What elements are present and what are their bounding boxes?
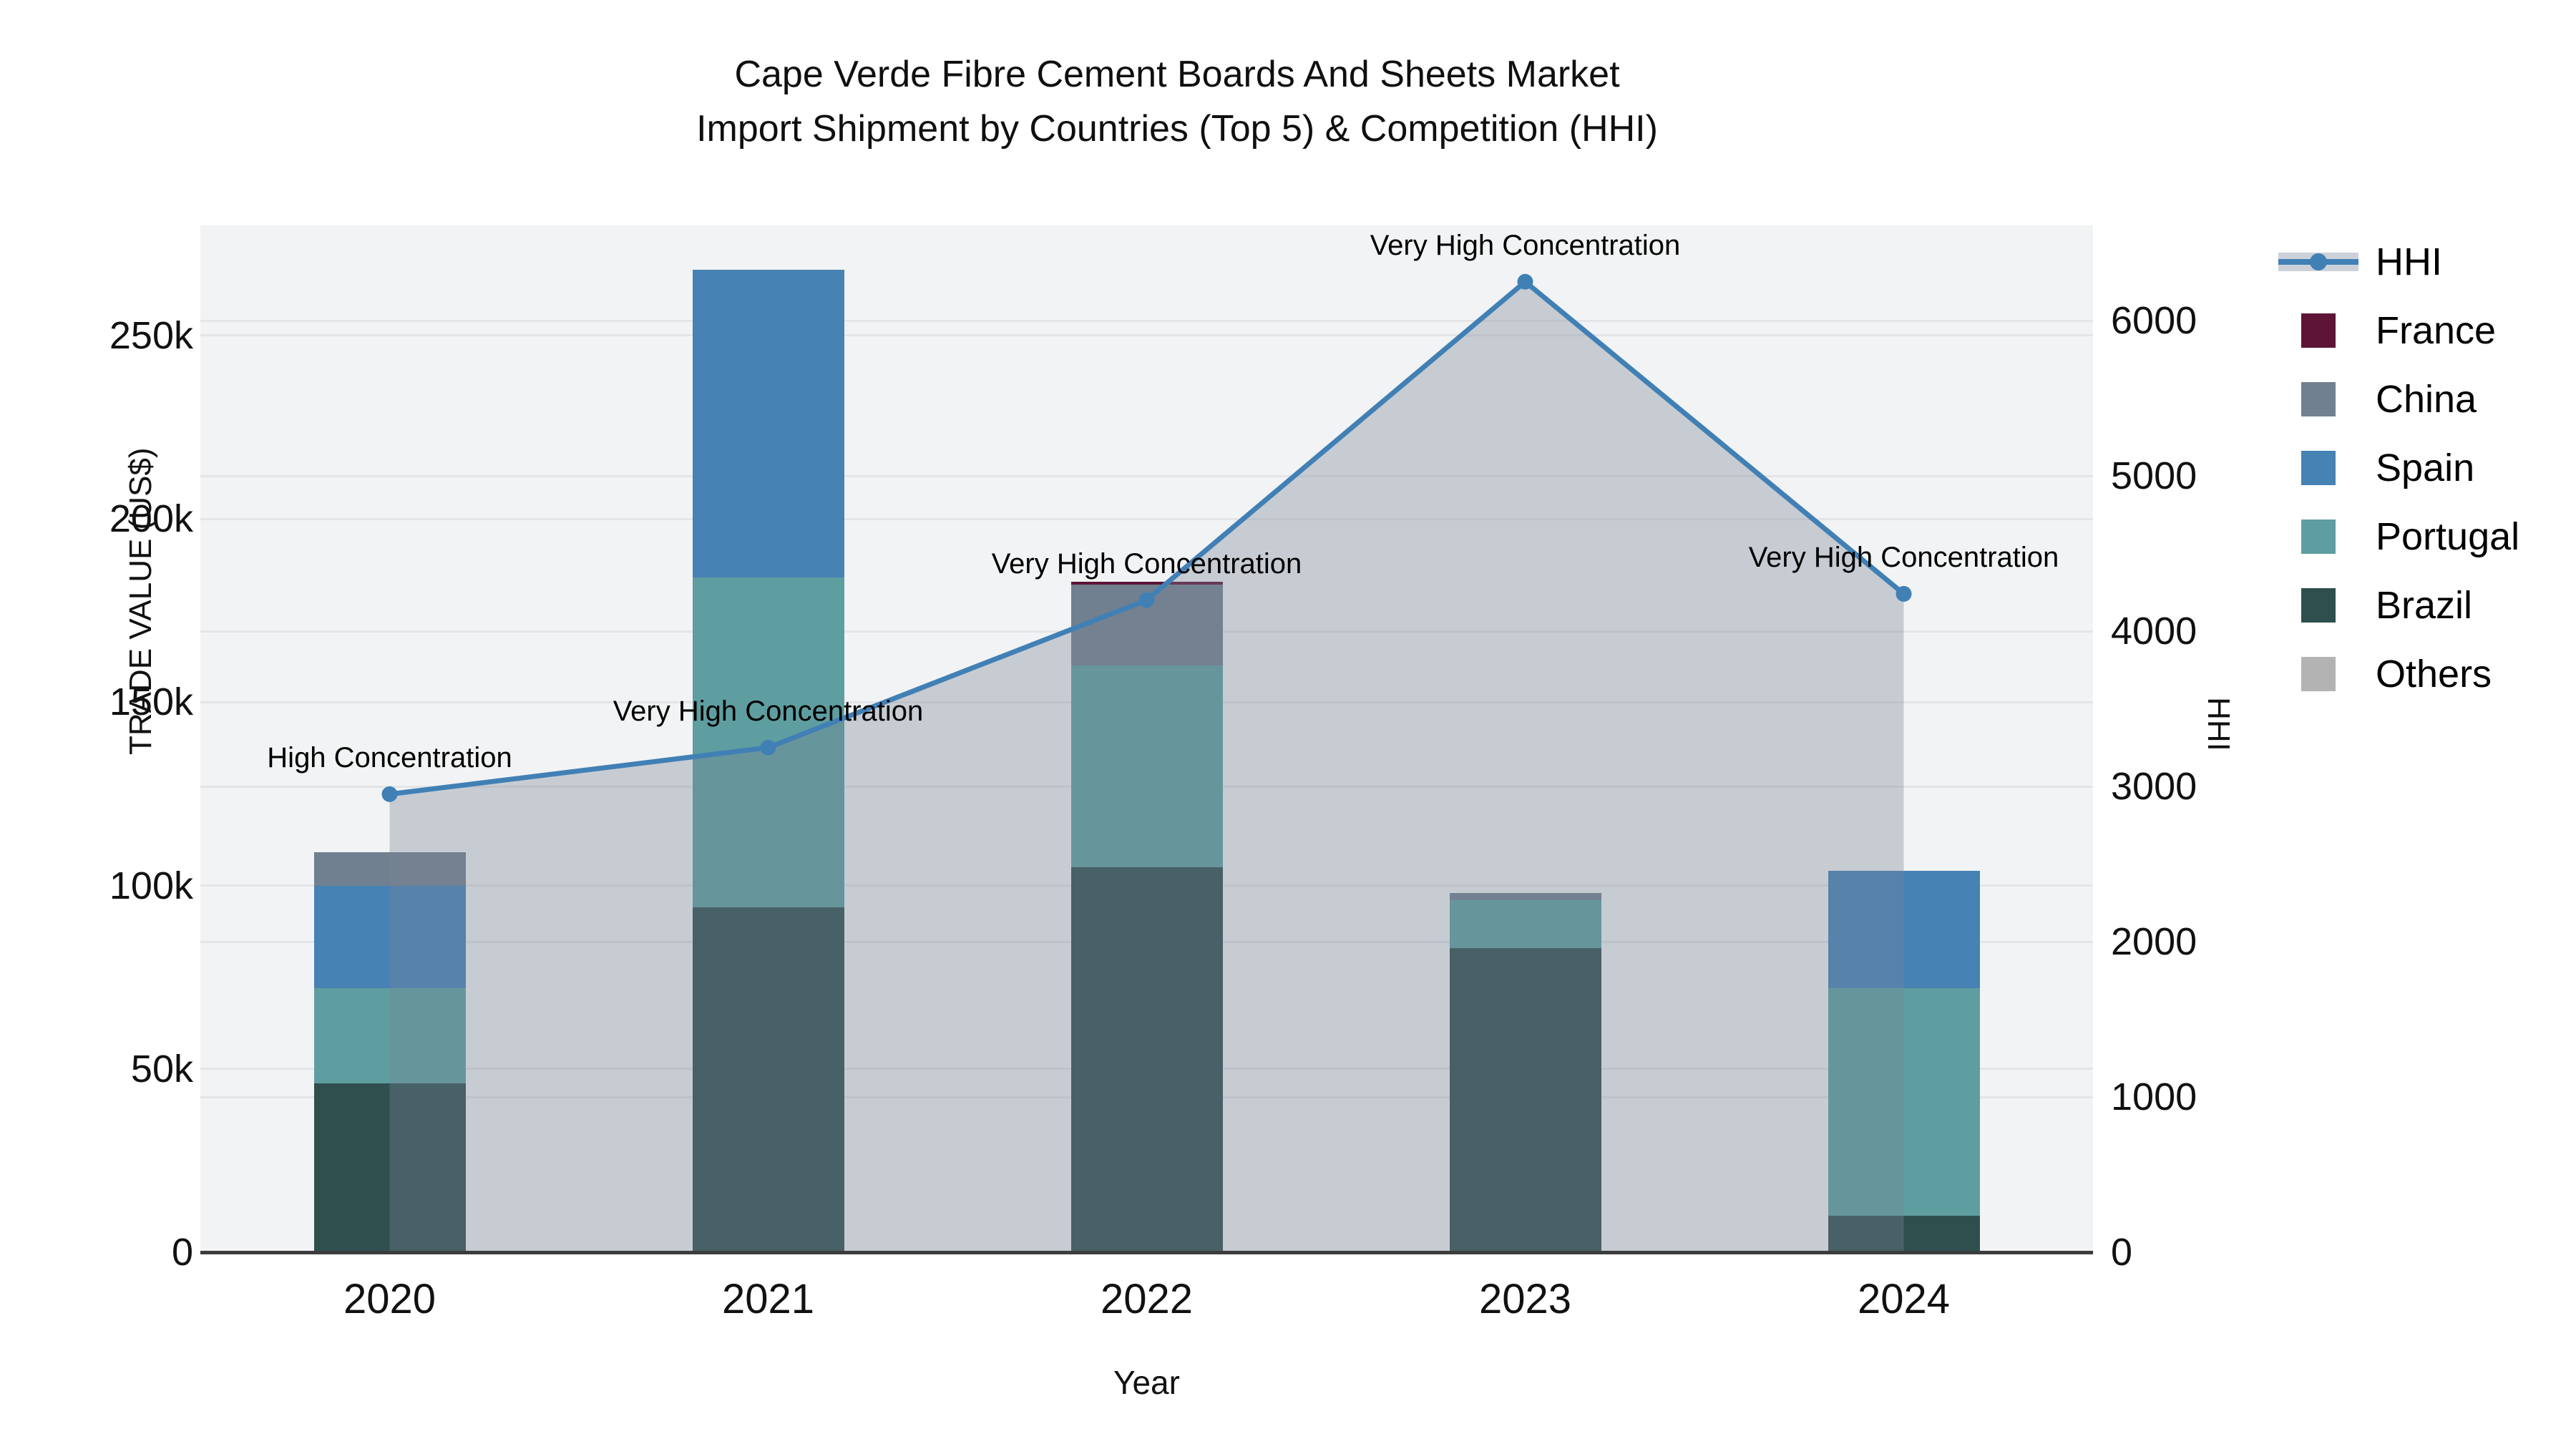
legend-swatch-others [2275,657,2361,691]
y-left-tick-0: 0 [171,1231,193,1274]
y-left-tick-250k: 250k [109,313,193,357]
x-axis-title: Year [1113,1364,1180,1401]
legend-label-portugal: Portugal [2376,515,2520,558]
bar-segment-brazil-2022[interactable] [1070,867,1223,1252]
y-right-tick-1000: 1000 [2111,1075,2197,1118]
legend-label-france: France [2376,309,2497,352]
chart-title-line-2: Import Shipment by Countries (Top 5) & C… [696,108,1658,150]
legend-item-others[interactable]: Others [2275,640,2492,708]
legend-label-china: China [2376,378,2477,421]
x-tick-2024: 2024 [1857,1276,1951,1322]
bar-segment-brazil-2021[interactable] [692,907,844,1252]
annotation-2024: Very High Concentration [1748,541,2059,573]
gridline-left-axis [200,517,2093,520]
gridline-left-axis [200,334,2093,337]
legend-label-others: Others [2376,653,2492,696]
legend-item-portugal[interactable]: Portugal [2275,502,2519,571]
legend-swatch-brazil [2275,588,2361,623]
legend-label-spain: Spain [2376,447,2475,489]
bar-segment-china-2022[interactable] [1070,585,1223,665]
bar-segment-brazil-2020[interactable] [313,1083,466,1252]
legend-swatch-china [2275,382,2361,416]
x-tick-2020: 2020 [343,1276,436,1322]
legend-swatch-spain [2275,451,2361,485]
gridline-right-axis [200,474,2093,477]
bar-segment-china-2020[interactable] [313,852,466,886]
y-axis-right-title: HHI [2201,697,2236,751]
annotation-2021: Very High Concentration [613,695,924,727]
bar-segment-portugal-2021[interactable] [692,577,844,908]
y-right-tick-3000: 3000 [2111,765,2197,808]
chart-title-line-1: Cape Verde Fibre Cement Boards And Sheet… [734,54,1620,95]
x-tick-2023: 2023 [1478,1276,1572,1322]
bar-segment-brazil-2024[interactable] [1828,1215,1980,1252]
gridline-right-axis [200,319,2093,322]
legend-swatch-portugal [2275,519,2361,554]
legend-label-brazil: Brazil [2376,584,2473,627]
y-right-tick-2000: 2000 [2111,920,2197,963]
y-right-tick-0: 0 [2111,1231,2133,1274]
x-axis-line [200,1251,2093,1254]
y-right-tick-4000: 4000 [2111,610,2197,653]
legend-item-brazil[interactable]: Brazil [2275,571,2472,640]
y-left-tick-100k: 100k [109,864,193,907]
legend-swatch-france [2275,313,2361,348]
hhi-legend-symbol [2275,253,2361,271]
bar-segment-china-2023[interactable] [1449,892,1601,900]
bar-segment-portugal-2024[interactable] [1828,988,1980,1216]
bar-segment-spain-2024[interactable] [1828,871,1980,988]
x-tick-2022: 2022 [1100,1276,1194,1322]
annotation-2020: High Concentration [267,741,512,774]
y-left-tick-200k: 200k [109,497,193,540]
legend-item-spain[interactable]: Spain [2275,434,2474,502]
y-right-tick-5000: 5000 [2111,454,2197,498]
legend-item-china[interactable]: China [2275,365,2477,434]
y-left-tick-150k: 150k [109,680,193,724]
bar-segment-france-2022[interactable] [1070,582,1223,585]
bar-segment-portugal-2020[interactable] [313,988,466,1084]
y-left-tick-50k: 50k [130,1047,193,1091]
y-right-tick-6000: 6000 [2111,299,2197,343]
legend-label-hhi: HHI [2376,240,2442,283]
annotation-2023: Very High Concentration [1370,229,1681,261]
bar-segment-spain-2020[interactable] [313,885,466,988]
x-tick-2021: 2021 [721,1276,815,1322]
bar-segment-spain-2021[interactable] [692,269,844,577]
legend-item-france[interactable]: France [2275,296,2496,365]
annotation-2022: Very High Concentration [991,547,1302,580]
bar-segment-portugal-2023[interactable] [1449,900,1601,948]
bar-segment-portugal-2022[interactable] [1070,665,1223,867]
legend-item-hhi[interactable]: HHI [2275,228,2442,296]
bar-segment-brazil-2023[interactable] [1449,947,1601,1252]
